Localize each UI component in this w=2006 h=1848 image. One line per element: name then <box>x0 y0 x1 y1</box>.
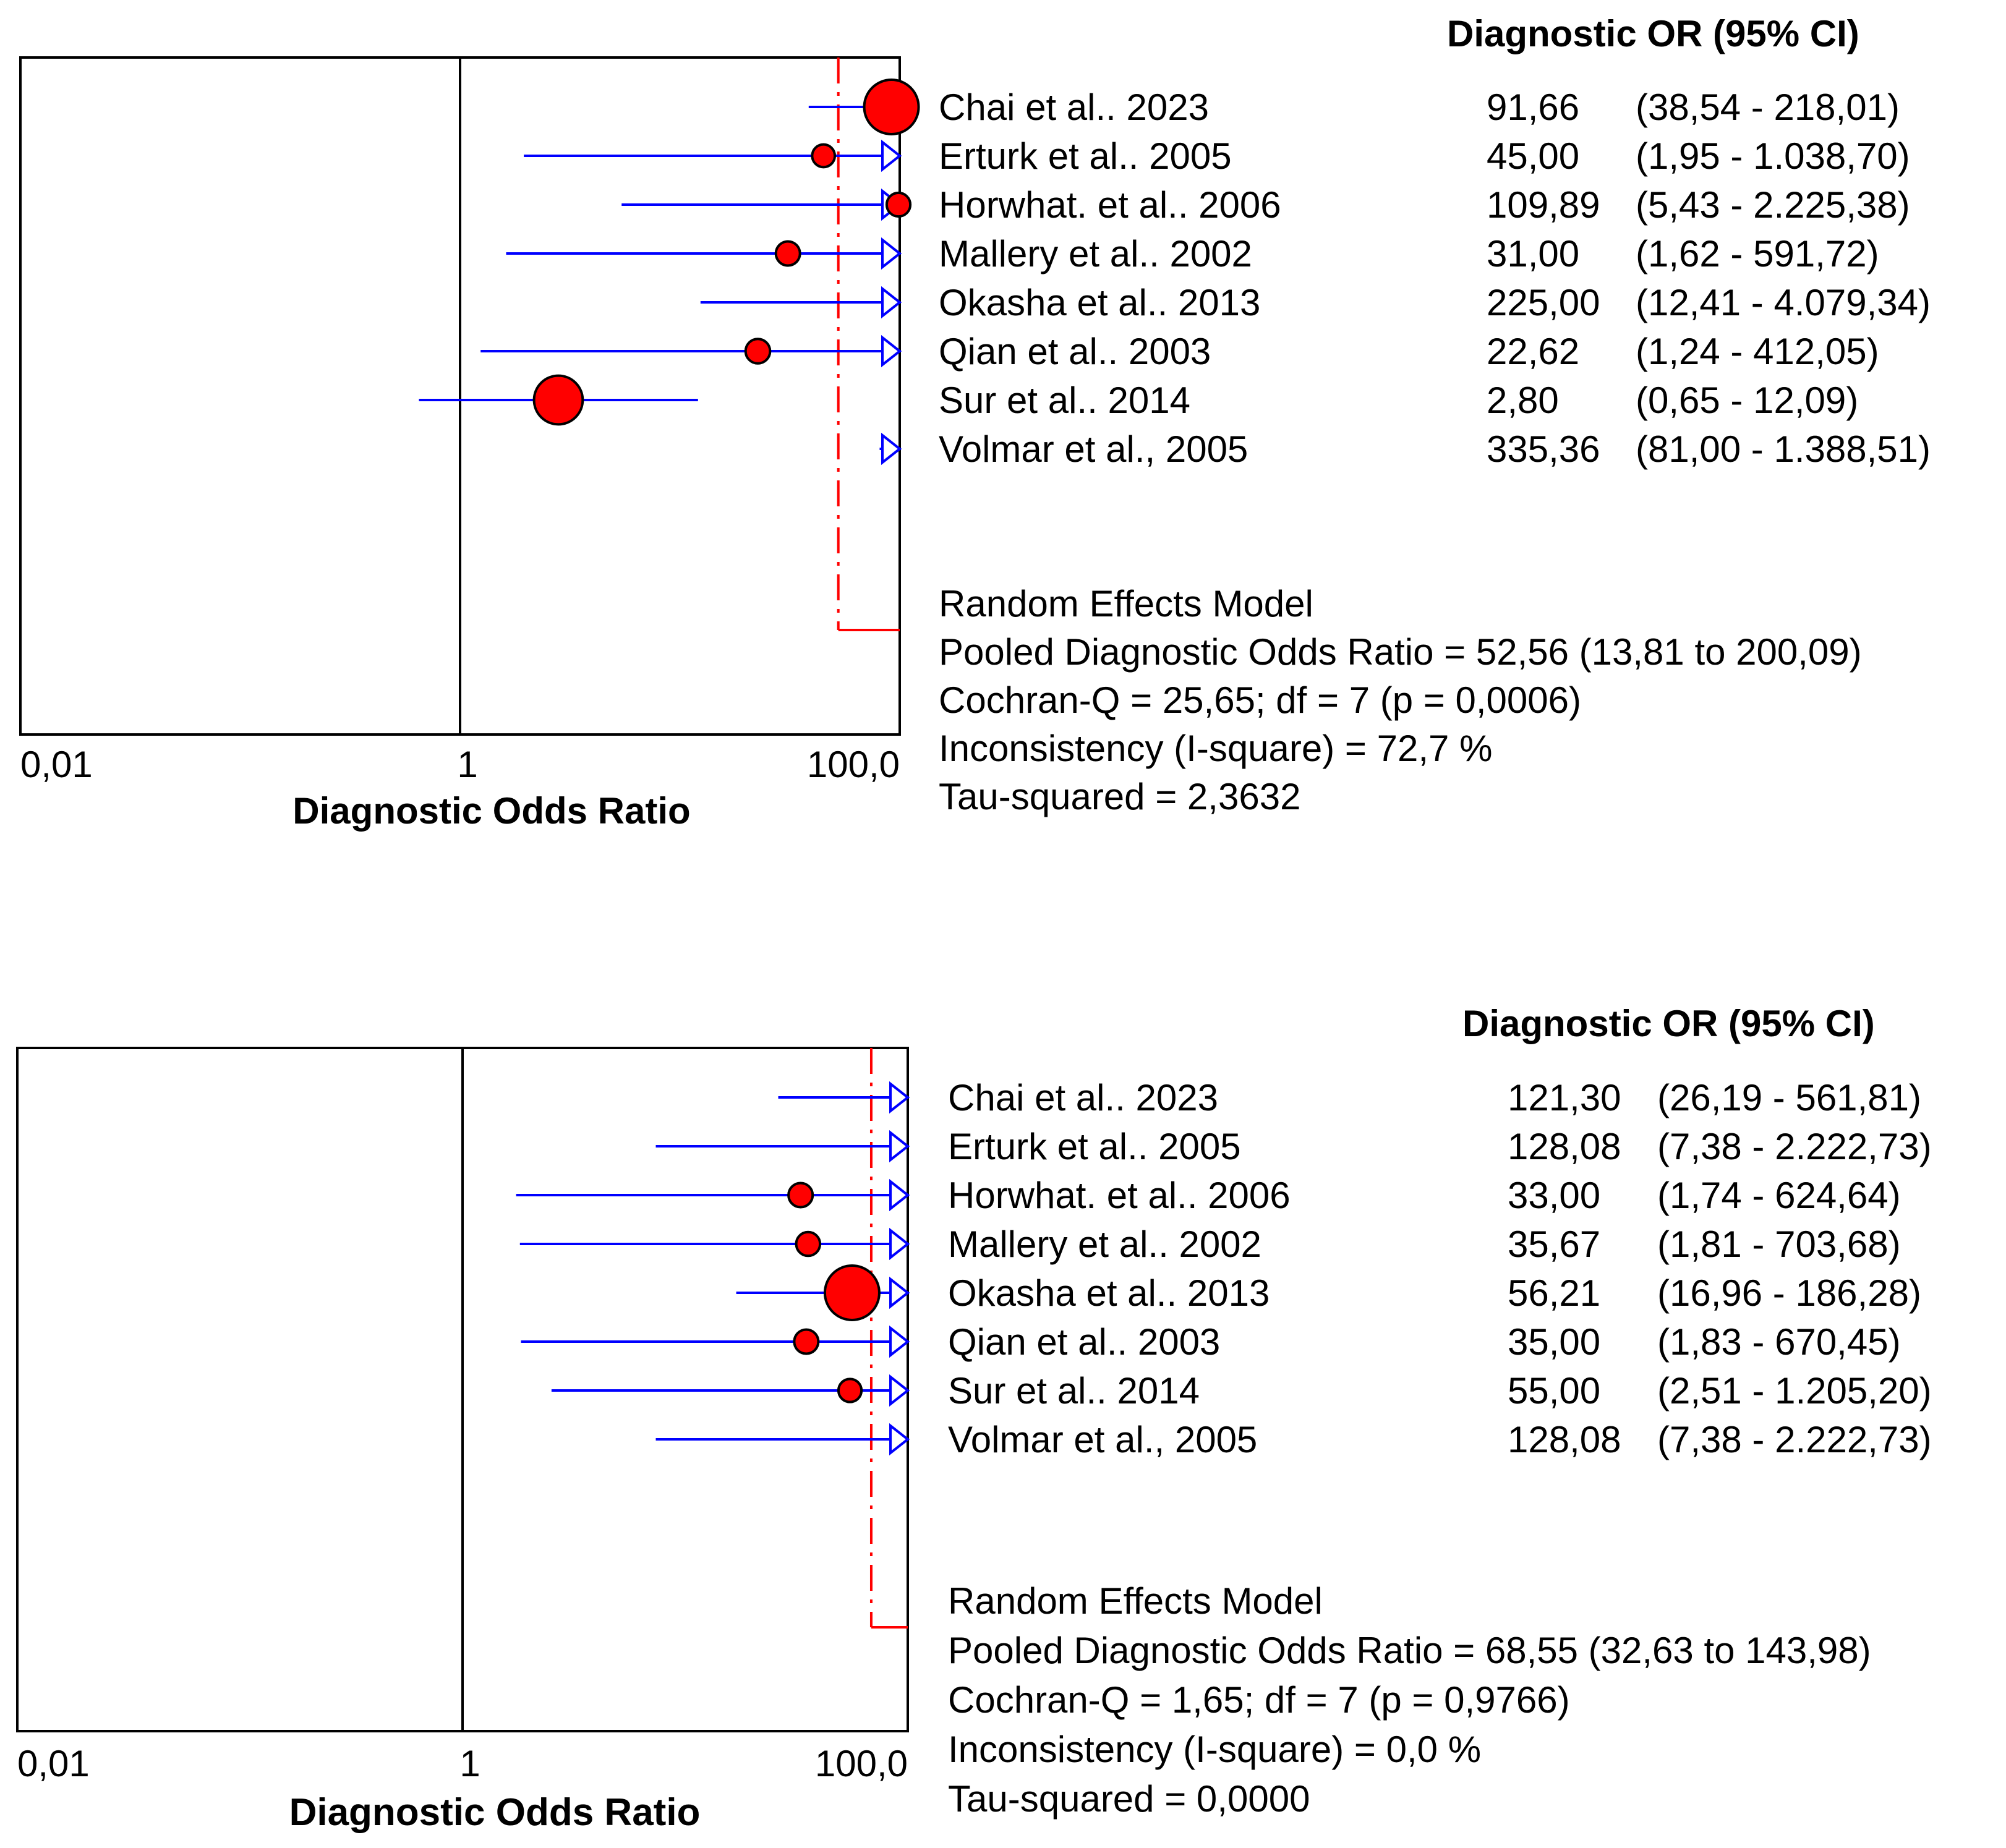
summary-stat: Pooled Diagnostic Odds Ratio = 52,56 (13… <box>939 631 1862 673</box>
point-estimate <box>811 143 837 169</box>
study-or-value: 2,80 <box>1487 380 1559 421</box>
point-estimate <box>744 338 772 365</box>
study-ci-value: (1,83 - 670,45) <box>1657 1321 1901 1363</box>
study-or-value: 35,67 <box>1508 1224 1600 1265</box>
summary-stat: Pooled Diagnostic Odds Ratio = 68,55 (32… <box>948 1630 1871 1671</box>
ci-arrow <box>889 1178 910 1212</box>
point-estimate <box>774 240 801 267</box>
summary-stat: Inconsistency (I-square) = 0,0 % <box>948 1729 1481 1770</box>
study-ci-value: (16,96 - 186,28) <box>1657 1272 1921 1314</box>
study-ci-value: (1,62 - 591,72) <box>1636 233 1879 275</box>
study-or-value: 33,00 <box>1508 1175 1600 1216</box>
study-ci-value: (1,74 - 624,64) <box>1657 1175 1901 1216</box>
study-ci-value: (38,54 - 218,01) <box>1636 87 1900 128</box>
study-or-value: 335,36 <box>1487 428 1600 470</box>
study-or-value: 56,21 <box>1508 1272 1600 1314</box>
ci-arrow <box>889 1325 910 1358</box>
point-estimate <box>787 1182 814 1209</box>
study-or-value: 35,00 <box>1508 1321 1600 1363</box>
summary-stat: Tau-squared = 2,3632 <box>939 776 1300 817</box>
ci-arrow <box>881 286 902 319</box>
study-or-value: 128,08 <box>1508 1419 1621 1460</box>
summary-stat: Inconsistency (I-square) = 72,7 % <box>939 728 1492 769</box>
study-or-value: 128,08 <box>1508 1126 1621 1167</box>
x-axis-title: Diagnostic Odds Ratio <box>289 1791 701 1834</box>
ci-arrow <box>889 1423 910 1456</box>
study-label: Chai et al.. 2023 <box>948 1077 1218 1118</box>
study-or-value: 121,30 <box>1508 1077 1621 1118</box>
x-tick-label: 1 <box>459 1743 480 1784</box>
study-ci-value: (0,65 - 12,09) <box>1636 380 1858 421</box>
ci-arrow <box>889 1130 910 1163</box>
ci-arrow <box>889 1374 910 1407</box>
study-or-value: 109,89 <box>1487 184 1600 226</box>
study-ci-value: (1,81 - 703,68) <box>1657 1224 1901 1265</box>
point-estimate <box>532 374 584 426</box>
study-label: Qian et al.. 2003 <box>939 331 1211 372</box>
summary-model: Random Effects Model <box>939 583 1313 624</box>
study-ci-value: (81,00 - 1.388,51) <box>1636 428 1931 470</box>
study-or-value: 225,00 <box>1487 282 1600 323</box>
study-ci-value: (1,95 - 1.038,70) <box>1636 135 1910 177</box>
study-label: Qian et al.. 2003 <box>948 1321 1220 1363</box>
point-estimate <box>795 1230 822 1258</box>
x-tick-label: 100,0 <box>807 744 900 785</box>
point-estimate <box>823 1264 881 1321</box>
study-label: Volmar et al., 2005 <box>948 1419 1257 1460</box>
study-ci-value: (12,41 - 4.079,34) <box>1636 282 1931 323</box>
study-ci-value: (2,51 - 1.205,20) <box>1657 1370 1932 1412</box>
study-label: Mallery et al.. 2002 <box>948 1224 1261 1265</box>
point-estimate <box>885 191 912 218</box>
study-label: Erturk et al.. 2005 <box>939 135 1232 177</box>
x-tick-label: 0,01 <box>20 744 93 785</box>
summary-stat: Tau-squared = 0,0000 <box>948 1778 1310 1820</box>
study-or-value: 22,62 <box>1487 331 1579 372</box>
ci-arrow <box>881 432 902 466</box>
summary-stat: Cochran-Q = 25,65; df = 7 (p = 0,0006) <box>939 679 1581 721</box>
x-tick-label: 1 <box>457 744 477 785</box>
ci-arrow <box>881 237 902 270</box>
column-header: Diagnostic OR (95% CI) <box>1447 13 1859 54</box>
summary-model: Random Effects Model <box>948 1580 1323 1622</box>
study-ci-value: (5,43 - 2.225,38) <box>1636 184 1910 226</box>
study-or-value: 31,00 <box>1487 233 1579 275</box>
study-label: Horwhat. et al.. 2006 <box>939 184 1281 226</box>
study-label: Okasha et al.. 2013 <box>939 282 1260 323</box>
ci-arrow <box>881 139 902 172</box>
study-label: Okasha et al.. 2013 <box>948 1272 1270 1314</box>
study-label: Erturk et al.. 2005 <box>948 1126 1241 1167</box>
study-label: Mallery et al.. 2002 <box>939 233 1252 275</box>
ci-arrow <box>881 334 902 368</box>
forest-plot-1: Diagnostic OR (95% CI) Chai et al.. 2023 9… <box>19 13 1931 832</box>
x-axis-title: Diagnostic Odds Ratio <box>292 790 690 832</box>
point-estimate <box>793 1328 820 1355</box>
point-estimate <box>863 79 920 135</box>
study-label: Sur et al.. 2014 <box>948 1370 1200 1412</box>
ci-arrow <box>889 1227 910 1261</box>
study-or-value: 45,00 <box>1487 135 1579 177</box>
ci-arrow <box>889 1081 910 1114</box>
study-ci-value: (26,19 - 561,81) <box>1657 1077 1921 1118</box>
x-tick-label: 100,0 <box>815 1743 908 1784</box>
study-or-value: 55,00 <box>1508 1370 1600 1412</box>
forest-plot-2: Diagnostic OR (95% CI) Chai et al.. 2023 1… <box>16 1003 1932 1834</box>
summary-stat: Cochran-Q = 1,65; df = 7 (p = 0,9766) <box>948 1679 1570 1721</box>
study-or-value: 91,66 <box>1487 87 1579 128</box>
column-header: Diagnostic OR (95% CI) <box>1462 1003 1875 1044</box>
point-estimate <box>837 1377 863 1403</box>
study-ci-value: (7,38 - 2.222,73) <box>1657 1419 1932 1460</box>
study-label: Volmar et al., 2005 <box>939 428 1248 470</box>
ci-arrow <box>889 1276 910 1309</box>
study-label: Sur et al.. 2014 <box>939 380 1190 421</box>
study-label: Chai et al.. 2023 <box>939 87 1209 128</box>
study-ci-value: (7,38 - 2.222,73) <box>1657 1126 1932 1167</box>
x-tick-label: 0,01 <box>17 1743 90 1784</box>
study-ci-value: (1,24 - 412,05) <box>1636 331 1879 372</box>
study-label: Horwhat. et al.. 2006 <box>948 1175 1291 1216</box>
